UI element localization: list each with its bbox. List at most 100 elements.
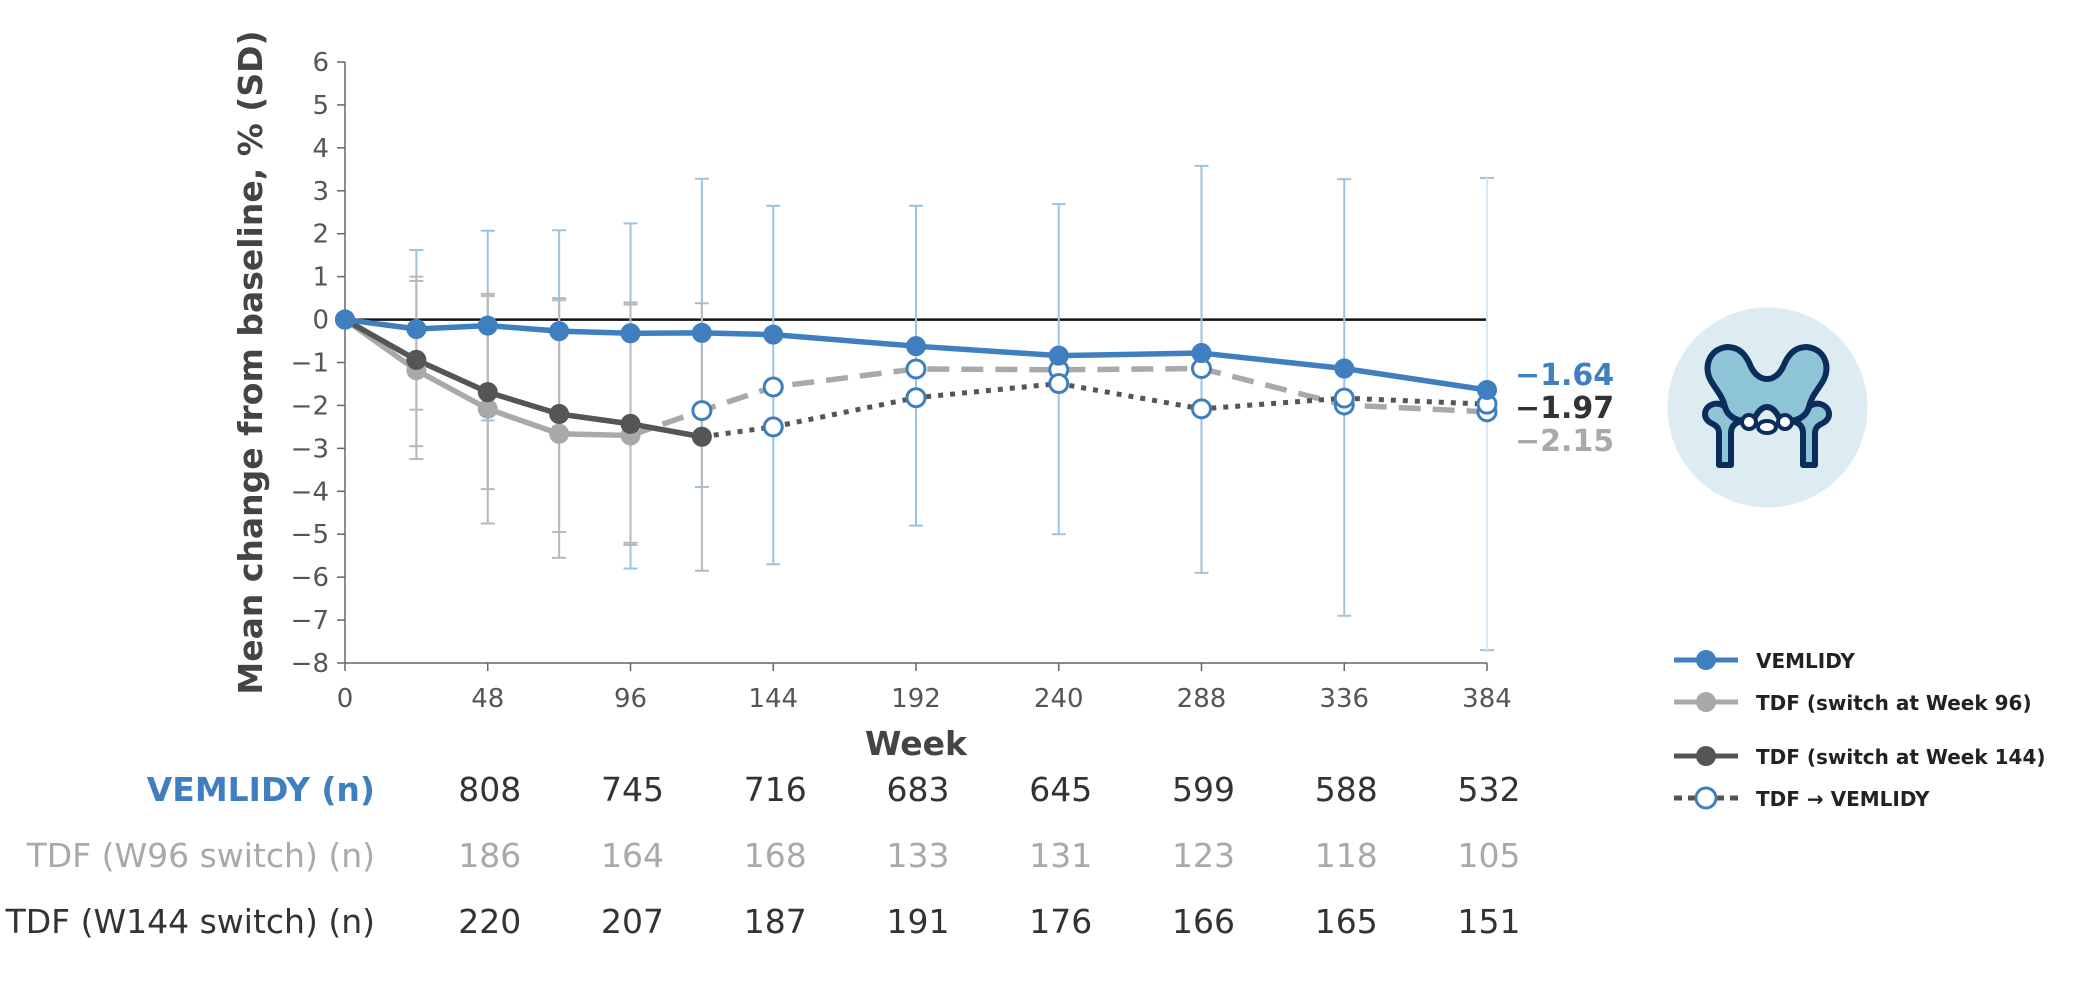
y-tick-label: −1 [291, 349, 329, 379]
at-risk-row-label: TDF (W144 switch) (n) [5, 902, 375, 941]
data-point [1049, 346, 1069, 366]
at-risk-cell: 168 [743, 836, 807, 875]
at-risk-cell: 716 [743, 770, 807, 809]
at-risk-cell: 165 [1314, 902, 1378, 941]
data-point [691, 400, 713, 422]
x-tick-label: 48 [471, 684, 504, 714]
at-risk-cell: 105 [1457, 836, 1521, 875]
at-risk-cell: 220 [458, 902, 522, 941]
at-risk-cell: 187 [743, 902, 807, 941]
data-point [1333, 387, 1355, 409]
data-point [762, 416, 784, 438]
y-tick-label: 5 [312, 91, 329, 121]
legend-swatch [1674, 692, 1738, 712]
data-point [906, 336, 926, 356]
hip-icon-badge [1665, 305, 1870, 510]
at-risk-row-label: TDF (W96 switch) (n) [26, 836, 375, 875]
at-risk-cell: 186 [458, 836, 522, 875]
end-value-label: −2.15 [1515, 424, 1614, 459]
at-risk-cell: 123 [1172, 836, 1235, 875]
y-tick-label: −3 [291, 434, 329, 464]
legend-item: TDF (switch at Week 144) [1672, 741, 2072, 771]
series-line-0 [344, 316, 1488, 393]
end-value-label: −1.64 [1515, 358, 1614, 393]
data-point [406, 319, 426, 339]
legend-label: TDF → VEMLIDY [1756, 787, 1930, 811]
data-point [621, 323, 640, 343]
x-tick-label: 192 [891, 684, 941, 714]
legend-swatch [1674, 786, 1738, 810]
at-risk-cell: 645 [1029, 770, 1093, 809]
y-tick-label: −5 [291, 520, 329, 550]
data-point [406, 349, 427, 370]
data-point [1048, 373, 1070, 395]
y-tick-label: −7 [291, 606, 329, 636]
chart: −8 −7 −6 −5 −4 −3 −2 −1 0 1 2 3 4 5 6 0 48 96 144 192 240 288… [231, 30, 1614, 763]
at-risk-cell: 176 [1029, 902, 1093, 941]
y-axis-title: Mean change from baseline, % (SD) [231, 30, 270, 694]
data-point [763, 325, 783, 345]
data-point [762, 376, 784, 398]
at-risk-row: TDF (W96 switch) (n) 186 164 168 133 131 123 11… [0, 836, 1600, 886]
x-axis-title: Week [865, 724, 968, 763]
y-tick-label: −8 [291, 649, 329, 679]
y-tick-label: 6 [312, 48, 329, 78]
end-value-label: −1.97 [1515, 391, 1614, 426]
at-risk-cell: 191 [886, 902, 950, 941]
at-risk-cell: 164 [601, 836, 664, 875]
at-risk-cell: 151 [1457, 902, 1521, 941]
x-tick-label: 336 [1319, 684, 1369, 714]
hip-bone-icon [1667, 307, 1868, 508]
x-tick-label: 144 [748, 684, 798, 714]
data-point [335, 310, 355, 330]
y-tick-label: −6 [291, 563, 329, 593]
at-risk-cell: 683 [886, 770, 950, 809]
at-risk-row: VEMLIDY (n) 808 745 716 683 645 599 588 532 [0, 770, 1600, 820]
legend-label: TDF (switch at Week 144) [1756, 745, 2046, 769]
at-risk-cell: 588 [1314, 770, 1378, 809]
data-point [477, 382, 498, 403]
at-risk-row: TDF (W144 switch) (n) 220 207 187 191 176 166 1… [0, 902, 1600, 952]
x-tick-label: 384 [1462, 684, 1512, 714]
x-tick-label: 96 [614, 684, 647, 714]
data-point [1192, 343, 1211, 363]
x-tick-label: 0 [337, 684, 354, 714]
y-tick-label: 4 [312, 134, 329, 164]
data-point [478, 316, 498, 336]
at-risk-cell: 207 [601, 902, 664, 941]
data-point [905, 387, 927, 409]
legend-item: VEMLIDY [1672, 645, 2072, 675]
y-tick-label: 2 [312, 220, 329, 250]
legend-swatch [1674, 650, 1738, 670]
data-point [692, 323, 712, 343]
x-tick-label: 288 [1177, 684, 1227, 714]
data-point [620, 413, 641, 434]
data-point [477, 398, 498, 419]
series-line-4 [701, 381, 1488, 440]
x-tick-label: 240 [1034, 684, 1084, 714]
y-tick-label: 0 [312, 306, 329, 336]
at-risk-row-label: VEMLIDY (n) [146, 770, 375, 809]
y-tick-label: 3 [312, 177, 329, 207]
legend-label: TDF (switch at Week 96) [1756, 691, 2032, 715]
at-risk-cell: 599 [1172, 770, 1235, 809]
y-tick-label: 1 [312, 263, 329, 293]
at-risk-cell: 166 [1172, 902, 1235, 941]
legend-label: VEMLIDY [1756, 649, 1855, 673]
data-point [1477, 380, 1497, 400]
data-point [549, 321, 569, 341]
at-risk-cell: 532 [1457, 770, 1521, 809]
data-point [1334, 359, 1354, 379]
data-point [1191, 398, 1212, 420]
series-line-3 [343, 317, 703, 440]
at-risk-cell: 133 [886, 836, 950, 875]
data-point [691, 426, 712, 447]
data-point [549, 423, 570, 444]
series-line-2 [629, 365, 1488, 439]
data-point [905, 358, 927, 380]
legend-swatch [1674, 746, 1738, 766]
at-risk-cell: 131 [1029, 836, 1093, 875]
at-risk-cell: 745 [601, 770, 664, 809]
legend-item: TDF → VEMLIDY [1672, 783, 2072, 813]
legend-item: TDF (switch at Week 96) [1672, 687, 2072, 717]
